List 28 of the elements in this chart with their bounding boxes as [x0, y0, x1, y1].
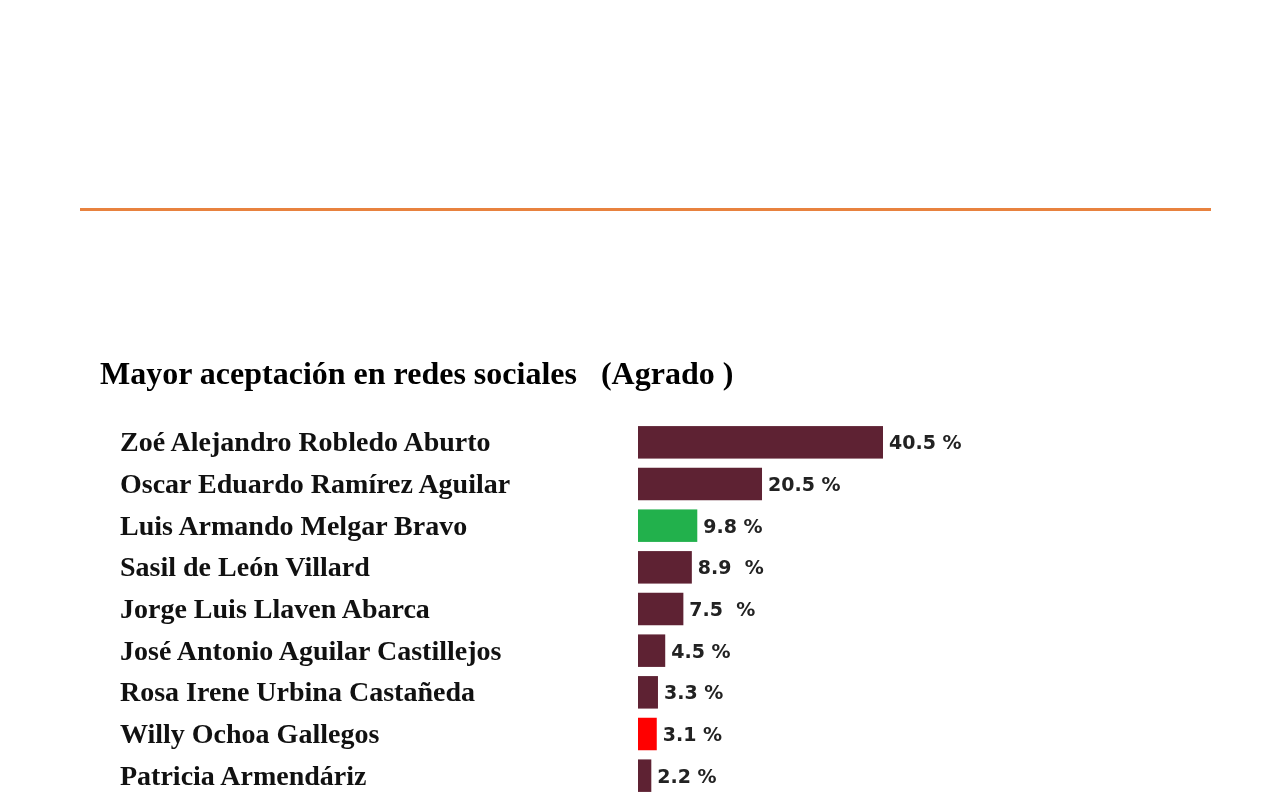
data-label: 20.5 % — [768, 473, 841, 495]
bar — [638, 426, 883, 459]
bar — [638, 717, 657, 751]
data-label: 3.1 % — [662, 723, 723, 745]
data-label: 9.8 % — [703, 514, 763, 537]
y-tick-label: Willy Ochoa Gallegos — [120, 718, 380, 749]
bar — [638, 509, 698, 542]
data-label: 40.5 % — [889, 431, 962, 454]
bar — [638, 634, 666, 667]
bar — [638, 551, 692, 584]
y-tick-label: Zoé Alejandro Robledo Aburto — [120, 426, 491, 458]
data-label: 4.5 % — [671, 639, 731, 662]
data-label: 7.5 % — [689, 598, 756, 620]
y-tick-label: Rosa Irene Urbina Castañeda — [120, 676, 475, 708]
data-label: 8.9 % — [697, 556, 764, 579]
data-label: 2.2 % — [657, 764, 717, 787]
bar — [638, 676, 658, 709]
data-label: 3.3 % — [663, 681, 724, 704]
bar — [638, 759, 652, 792]
y-tick-label: José Antonio Aguilar Castillejos — [120, 634, 502, 666]
chart-title: Mayor aceptación en redes sociales (Agrado ) — [100, 355, 734, 391]
y-tick-label: Patricia Armendáriz — [120, 759, 367, 791]
y-tick-label: Luis Armando Melgar Bravo — [120, 509, 468, 541]
y-tick-label: Sasil de León Villard — [120, 551, 371, 583]
y-tick-label: Jorge Luis Llaven Abarca — [120, 593, 430, 624]
bar — [638, 592, 684, 626]
bar — [638, 467, 763, 501]
y-tick-label: Oscar Eduardo Ramírez Aguilar — [120, 468, 511, 499]
